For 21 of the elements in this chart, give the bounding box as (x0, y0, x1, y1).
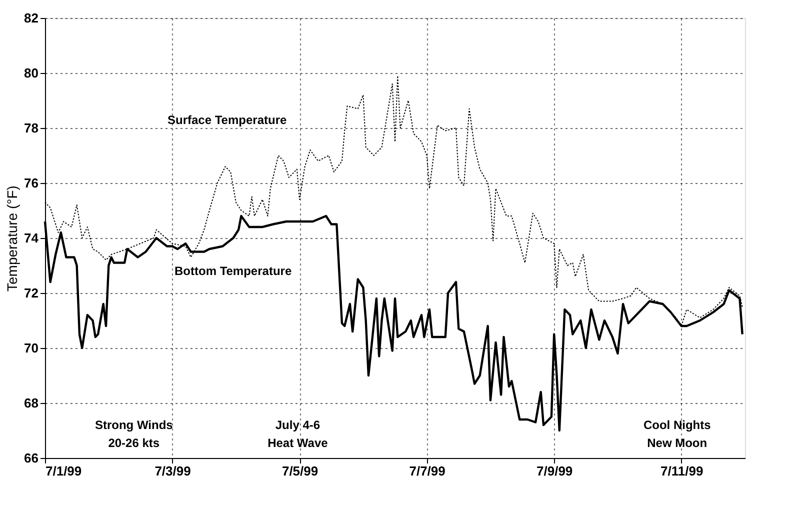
x-tick-label: 7/9/99 (536, 464, 573, 478)
y-tick-label: 68 (24, 396, 38, 410)
x-tick-label: 7/3/99 (154, 464, 191, 478)
y-tick-label: 80 (24, 66, 38, 80)
y-tick-label: 78 (24, 120, 38, 136)
y-tick-label: 70 (24, 340, 38, 356)
x-tick-label: 7/1/99 (46, 464, 82, 478)
text: Surface Temperature (168, 113, 287, 128)
y-tick-label: 82 (24, 10, 38, 26)
series-label: Bottom Temperature (174, 264, 292, 278)
y-axis-title: Temperature (°F) (4, 186, 20, 292)
y-tick-label: 76 (24, 176, 38, 190)
annotation: Cool Nights New Moon (643, 418, 712, 450)
y-tick-label: 66 (24, 450, 38, 466)
x-tick-label: 7/5/99 (282, 464, 318, 478)
x-tick-label: 7/7/99 (409, 464, 446, 478)
annotation: Strong Winds 20-26 kts (94, 418, 174, 450)
y-tick-label: 72 (24, 286, 38, 300)
y-tick-label: 74 (24, 230, 40, 246)
x-tick-label: 7/11/99 (660, 464, 704, 478)
annotation: July 4-6 Heat Wave (268, 418, 328, 450)
